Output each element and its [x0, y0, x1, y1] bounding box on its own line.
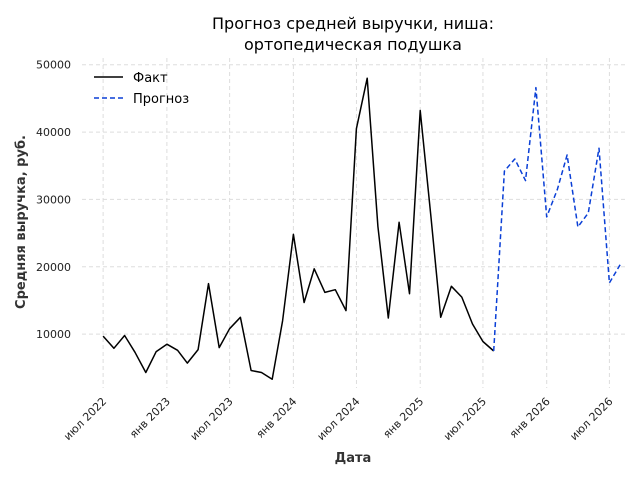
x-tick-label: янв 2026 — [507, 395, 553, 441]
legend: Факт Прогноз — [94, 71, 189, 107]
x-tick-label: июл 2026 — [567, 395, 615, 443]
y-tick-label: 20000 — [36, 261, 71, 274]
series-lines — [102, 77, 621, 380]
x-tick-label: янв 2025 — [381, 395, 427, 441]
chart-title-line-2: ортопедическая подушка — [244, 35, 462, 54]
y-tick-label: 30000 — [36, 193, 71, 206]
grid — [82, 58, 625, 388]
x-tick-label: янв 2024 — [254, 395, 300, 441]
x-tick-label: июл 2023 — [188, 395, 236, 443]
x-tick-label: июл 2024 — [315, 395, 363, 443]
x-axis-label: Дата — [335, 451, 372, 466]
y-tick-label: 40000 — [36, 126, 71, 139]
x-axis-ticks: июл 2022 янв 2023 июл 2023 янв 2024 июл 2024… — [61, 395, 615, 443]
x-tick-label: янв 2023 — [127, 395, 173, 441]
series-line-forecast — [492, 86, 621, 352]
x-tick-label: июл 2025 — [441, 395, 489, 443]
y-axis-ticks: 10000 20000 30000 40000 50000 — [36, 59, 71, 341]
series-line-fact — [102, 77, 495, 380]
x-tick-label: июл 2022 — [61, 395, 109, 443]
legend-label-fact: Факт — [133, 71, 168, 86]
y-tick-label: 50000 — [36, 59, 71, 72]
y-axis-label: Средняя выручка, руб. — [14, 135, 29, 309]
chart-title-line-1: Прогноз средней выручки, ниша: — [212, 14, 494, 33]
legend-label-forecast: Прогноз — [133, 92, 189, 107]
y-tick-label: 10000 — [36, 328, 71, 341]
